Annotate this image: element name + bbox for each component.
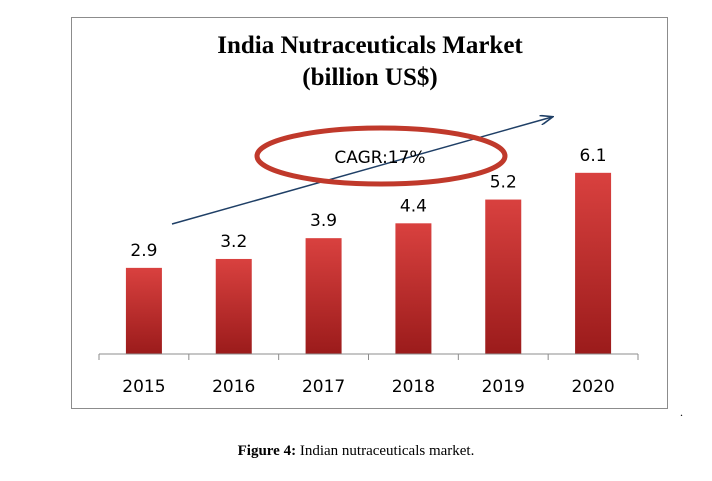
caption-text: Indian nutraceuticals market.: [296, 443, 475, 459]
chart-title: India Nutraceuticals Market: [217, 32, 523, 59]
x-tick-label-2018: 2018: [392, 377, 435, 397]
x-ticks-layer: 2015 2016 2017 2018 2019 2020: [98, 354, 639, 397]
value-labels-layer: 2.9 3.2 3.9 4.4 5.2 6.1: [130, 146, 606, 261]
bar-2017: [305, 238, 342, 354]
chart-subtitle: (billion US$): [302, 64, 437, 91]
chart-frame: India Nutraceuticals Market (billion US$…: [71, 17, 668, 409]
cagr-ellipse: [254, 125, 508, 187]
bar-chart: India Nutraceuticals Market (billion US$…: [98, 32, 639, 397]
value-label-2015: 2.9: [130, 241, 157, 261]
caption-label: Figure 4:: [237, 443, 297, 459]
value-label-2017: 3.9: [310, 211, 337, 231]
value-label-2020: 6.1: [580, 146, 607, 166]
bar-2016: [215, 258, 252, 354]
x-tick-label-2017: 2017: [302, 377, 345, 397]
bar-2020: [575, 172, 612, 354]
figure-caption: Figure 4: Indian nutraceuticals market.: [0, 443, 712, 460]
x-tick-label-2016: 2016: [212, 377, 255, 397]
x-tick-label-2019: 2019: [482, 377, 525, 397]
stray-mark: .: [680, 405, 683, 419]
value-label-2018: 4.4: [400, 196, 427, 216]
bars-layer: [125, 172, 612, 354]
value-label-2016: 3.2: [220, 232, 247, 252]
bar-2018: [395, 223, 432, 354]
x-tick-label-2020: 2020: [571, 377, 614, 397]
bar-2019: [485, 199, 522, 354]
cagr-label: CAGR:17%: [334, 148, 425, 168]
bar-2015: [125, 267, 162, 354]
value-label-2019: 5.2: [490, 173, 517, 193]
x-tick-label-2015: 2015: [122, 377, 165, 397]
trend-arrow: [171, 117, 552, 225]
